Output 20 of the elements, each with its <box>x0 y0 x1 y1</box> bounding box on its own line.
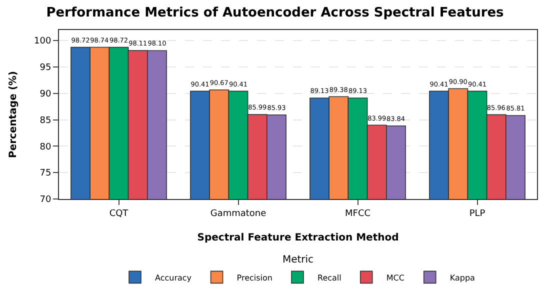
x-axis-title: Spectral Feature Extraction Method <box>197 232 399 244</box>
y-tick-label: 100 <box>34 36 52 47</box>
legend-label: MCC <box>386 273 405 282</box>
x-tick-label: MFCC <box>344 208 371 219</box>
legend-label: Accuracy <box>155 273 192 282</box>
y-tick-label: 80 <box>40 142 52 152</box>
y-axis-title: Percentage (%) <box>8 71 20 158</box>
x-tick-label: CQT <box>109 208 129 219</box>
chart-title: Performance Metrics of Autoencoder Across Spectral Features <box>46 6 504 21</box>
legend-label: Precision <box>236 273 272 282</box>
legend-label: Kappa <box>450 273 476 282</box>
x-tick-label: PLP <box>469 208 486 219</box>
x-tick-label: Gammatone <box>210 208 267 219</box>
y-tick-label: 90 <box>40 90 52 100</box>
y-tick-label: 70 <box>40 195 52 206</box>
y-tick-label: 75 <box>40 168 52 179</box>
y-tick-label: 85 <box>40 116 52 126</box>
legend-label: Recall <box>317 273 342 282</box>
y-tick-label: 95 <box>40 63 52 74</box>
legend-title: Metric <box>282 254 314 266</box>
